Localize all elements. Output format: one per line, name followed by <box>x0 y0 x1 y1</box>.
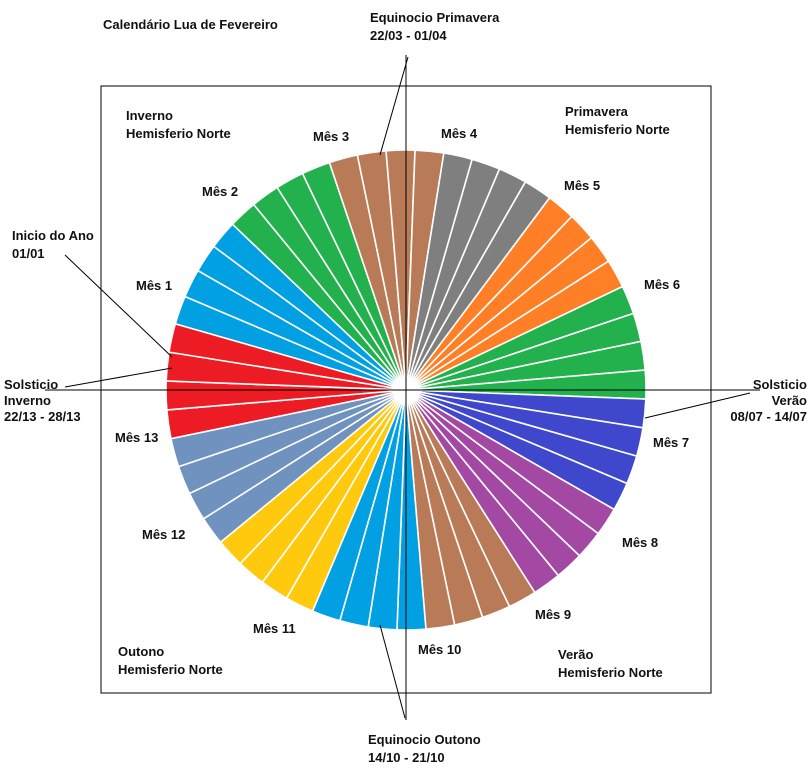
equinox-spring-title: Equinocio Primavera <box>370 10 500 25</box>
solstice-winter-pointer <box>64 367 173 388</box>
season-winter-sub: Hemisferio Norte <box>126 126 231 141</box>
week-segment-month-13-week-4 <box>168 322 402 390</box>
season-winter-name: Inverno <box>126 108 173 123</box>
solstice-summer-dates: 08/07 - 14/07 <box>730 409 807 424</box>
month-wheel <box>165 149 647 631</box>
year-start-pointer <box>64 254 173 358</box>
month-label-12: Mês 12 <box>142 527 185 542</box>
month-label-2: Mês 2 <box>202 184 238 199</box>
month-label-11: Mês 11 <box>253 621 296 636</box>
solstice-winter-line2: Inverno <box>4 393 51 408</box>
season-summer-name: Verão <box>558 647 593 662</box>
month-label-13: Mês 13 <box>115 430 158 445</box>
equinox-spring-pointer <box>379 56 409 156</box>
year-start-title: Inicio do Ano <box>12 228 94 243</box>
month-label-8: Mês 8 <box>622 535 658 550</box>
month-label-1: Mês 1 <box>136 278 172 293</box>
season-spring-name: Primavera <box>565 104 629 119</box>
month-label-10: Mês 10 <box>418 642 461 657</box>
equinox-autumn-title: Equinocio Outono <box>368 732 481 747</box>
equinox-spring-dates: 22/03 - 01/04 <box>370 28 447 43</box>
month-label-6: Mês 6 <box>644 277 680 292</box>
solstice-summer-pointer <box>644 392 751 419</box>
solstice-winter-line1: Solsticio <box>4 377 58 392</box>
month-label-9: Mês 9 <box>535 607 571 622</box>
equinox-autumn-dates: 14/10 - 21/10 <box>368 750 445 765</box>
season-autumn-name: Outono <box>118 644 164 659</box>
month-label-3: Mês 3 <box>313 129 349 144</box>
month-label-7: Mês 7 <box>653 435 689 450</box>
month-label-5: Mês 5 <box>564 178 600 193</box>
season-spring-sub: Hemisferio Norte <box>565 122 670 137</box>
solstice-winter-dates: 22/13 - 28/13 <box>4 409 81 424</box>
solstice-summer-line2: Verão <box>772 393 807 408</box>
solstice-summer-line1: Solsticio <box>753 377 807 392</box>
diagram-title: Calendário Lua de Fevereiro <box>103 17 278 32</box>
season-autumn-sub: Hemisferio Norte <box>118 662 223 677</box>
equinox-autumn-pointer <box>379 624 406 719</box>
month-label-4: Mês 4 <box>441 126 478 141</box>
year-start-date: 01/01 <box>12 246 45 261</box>
season-summer-sub: Hemisferio Norte <box>558 665 663 680</box>
